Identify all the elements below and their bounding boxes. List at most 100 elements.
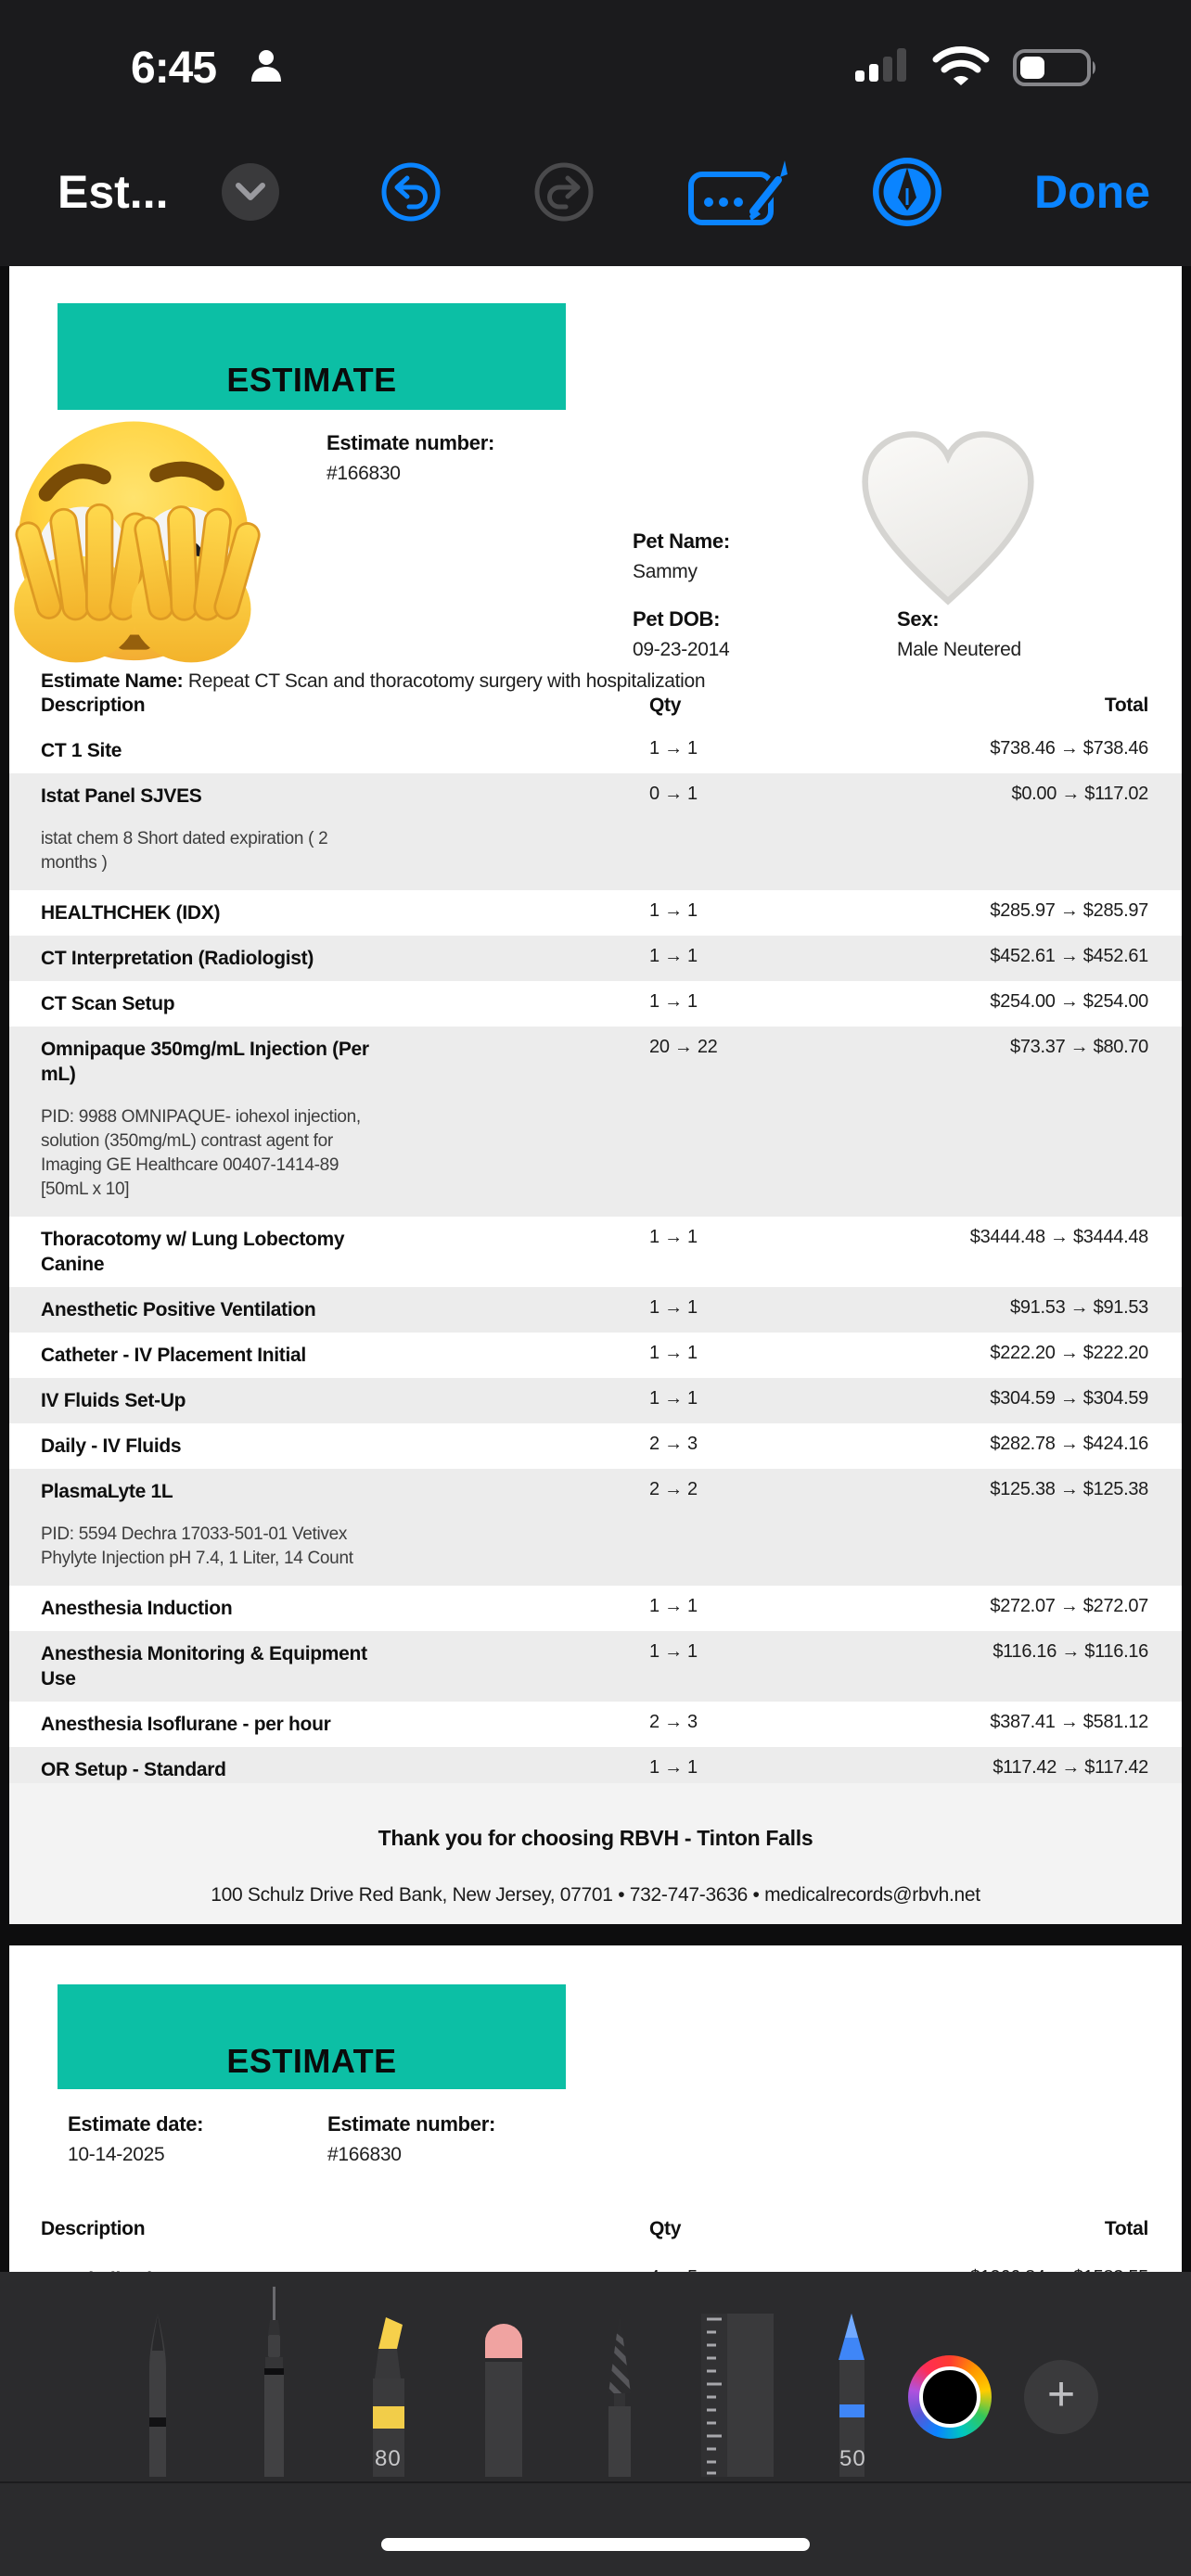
row-description: HEALTHCHEK (IDX) [41, 902, 221, 924]
table-row: CT Interpretation (Radiologist) 1 → 1 $4… [9, 936, 1182, 981]
row-qty: 1 → 1 [649, 1596, 698, 1616]
table-header: Description Qty Total [9, 695, 1182, 728]
home-indicator[interactable] [381, 2538, 810, 2551]
row-qty: 1 → 1 [649, 1757, 698, 1778]
undo-button[interactable] [380, 161, 442, 223]
markup-fields-button[interactable] [688, 158, 792, 226]
white-heart-emoji-sticker[interactable] [847, 419, 1049, 626]
row-qty: 1 → 1 [649, 991, 698, 1012]
row-qty: 1 → 1 [649, 1343, 698, 1363]
estimate-name-value: Repeat CT Scan and thoracotomy surgery w… [187, 670, 706, 692]
estimate-line-items: CT 1 Site 1 → 1 $738.46 → $738.46 Istat … [9, 728, 1182, 1792]
add-tool-button[interactable]: + [1024, 2360, 1098, 2434]
pet-dob-label: Pet DOB: [633, 607, 721, 631]
row-description: Omnipaque 350mg/mL Injection (Per mL) [41, 1039, 369, 1085]
lasso-tool[interactable] [596, 2314, 644, 2481]
estimate-number-label-page2: Estimate number: [327, 2112, 496, 2136]
pet-dob-value: 09-23-2014 [633, 639, 730, 660]
table-row: Catheter - IV Placement Initial 1 → 1 $2… [9, 1333, 1182, 1378]
active-pen-tool-button[interactable] [872, 157, 942, 227]
pet-name-label: Pet Name: [633, 529, 730, 553]
row-total: $125.38 → $125.38 [990, 1479, 1148, 1499]
redo-button[interactable] [533, 161, 595, 223]
eraser-tool[interactable] [474, 2314, 533, 2481]
table-row: Omnipaque 350mg/mL Injection (Per mL) PI… [9, 1027, 1182, 1217]
row-total: $0.00 → $117.02 [1011, 784, 1149, 804]
row-total: $452.61 → $452.61 [990, 946, 1148, 966]
pdf-page-1: ESTIMATE Estimate number: #166830 Pet Na… [9, 266, 1182, 1924]
row-total: $116.16 → $116.16 [992, 1641, 1148, 1662]
face-peeking-emoji-sticker[interactable] [6, 411, 262, 671]
row-total: $91.53 → $91.53 [1010, 1297, 1148, 1318]
page-footer: Thank you for choosing RBVH - Tinton Fal… [9, 1783, 1182, 1924]
row-qty: 1 → 1 [649, 900, 698, 921]
highlighter-tool[interactable]: 80 [358, 2314, 417, 2481]
row-total: $738.46 → $738.46 [990, 738, 1148, 759]
estimate-name-label: Estimate Name: [41, 670, 184, 692]
row-qty: 1 → 1 [649, 1227, 698, 1247]
col-qty: Qty [649, 2218, 682, 2239]
row-qty: 1 → 1 [649, 946, 698, 966]
row-description: Catheter - IV Placement Initial [41, 1345, 306, 1366]
table-row: CT Scan Setup 1 → 1 $254.00 → $254.00 [9, 981, 1182, 1027]
toolbar-divider [0, 2481, 1191, 2483]
row-total: $285.97 → $285.97 [990, 900, 1148, 921]
ruler-tool[interactable] [701, 2314, 774, 2481]
table-row: Anesthesia Monitoring & Equipment Use 1 … [9, 1631, 1182, 1702]
row-total: $304.59 → $304.59 [990, 1388, 1148, 1409]
col-total: Total [1104, 695, 1148, 716]
top-bars: 6:45 Est... [0, 0, 1191, 266]
row-qty: 1 → 1 [649, 1388, 698, 1409]
table-row: Thoracotomy w/ Lung Lobectomy Canine 1 →… [9, 1217, 1182, 1287]
estimate-date-value: 10-14-2025 [68, 2144, 165, 2165]
fineliner-pen-tool[interactable] [250, 2287, 298, 2481]
status-time: 6:45 [131, 44, 217, 93]
row-description: Anesthesia Isoflurane - per hour [41, 1714, 331, 1735]
color-picker[interactable] [908, 2355, 992, 2439]
pet-name-value: Sammy [633, 561, 698, 582]
table-row: IV Fluids Set-Up 1 → 1 $304.59 → $304.59 [9, 1378, 1182, 1423]
table-header-page2: Description Qty Total [9, 2218, 1182, 2251]
table-row: Anesthetic Positive Ventilation 1 → 1 $9… [9, 1287, 1182, 1333]
row-description: Daily - IV Fluids [41, 1435, 182, 1457]
sex-value: Male Neutered [897, 639, 1021, 660]
cellular-signal-icon [855, 48, 906, 82]
table-row: Anesthesia Isoflurane - per hour 2 → 3 $… [9, 1702, 1182, 1747]
row-total: $3444.48 → $3444.48 [969, 1227, 1149, 1247]
sex-label: Sex: [897, 607, 940, 631]
person-icon [247, 46, 286, 90]
row-note: PID: 9988 OMNIPAQUE- iohexol injection, … [41, 1107, 361, 1199]
footer-address: 100 Schulz Drive Red Bank, New Jersey, 0… [211, 1884, 980, 1906]
document-title: Est... [58, 166, 169, 218]
row-description: CT Interpretation (Radiologist) [41, 948, 314, 969]
row-note: istat chem 8 Short dated expiration ( 2 … [41, 829, 328, 873]
col-total: Total [1104, 2218, 1148, 2239]
row-qty: 2 → 3 [649, 1712, 698, 1732]
col-description: Description [41, 695, 146, 716]
estimate-number-label: Estimate number: [327, 431, 495, 454]
pen-tool[interactable] [134, 2314, 181, 2481]
pencil-opacity-label: 50 [839, 2446, 866, 2471]
title-chevron-button[interactable] [222, 163, 279, 221]
table-row: Istat Panel SJVES istat chem 8 Short dat… [9, 773, 1182, 890]
pencil-tool[interactable]: 50 [827, 2314, 877, 2481]
highlighter-opacity-label: 80 [375, 2446, 402, 2471]
row-total: $222.20 → $222.20 [990, 1343, 1148, 1363]
row-qty: 0 → 1 [649, 784, 698, 804]
row-total: $282.78 → $424.16 [990, 1434, 1148, 1454]
estimate-banner: ESTIMATE [58, 303, 566, 410]
table-row: Anesthesia Induction 1 → 1 $272.07 → $27… [9, 1586, 1182, 1631]
table-row: HEALTHCHEK (IDX) 1 → 1 $285.97 → $285.97 [9, 890, 1182, 936]
row-total: $73.37 → $80.70 [1010, 1037, 1148, 1057]
done-button[interactable]: Done [1034, 166, 1150, 218]
row-qty: 20 → 22 [649, 1037, 718, 1057]
row-description: OR Setup - Standard [41, 1759, 226, 1780]
row-description: IV Fluids Set-Up [41, 1390, 186, 1411]
row-description: Thoracotomy w/ Lung Lobectomy Canine [41, 1229, 345, 1275]
row-total: $272.07 → $272.07 [990, 1596, 1148, 1616]
markup-toolbar: 80 [0, 2272, 1191, 2576]
estimate-date-label: Estimate date: [68, 2112, 204, 2136]
col-qty: Qty [649, 695, 682, 716]
battery-icon [1013, 49, 1095, 86]
